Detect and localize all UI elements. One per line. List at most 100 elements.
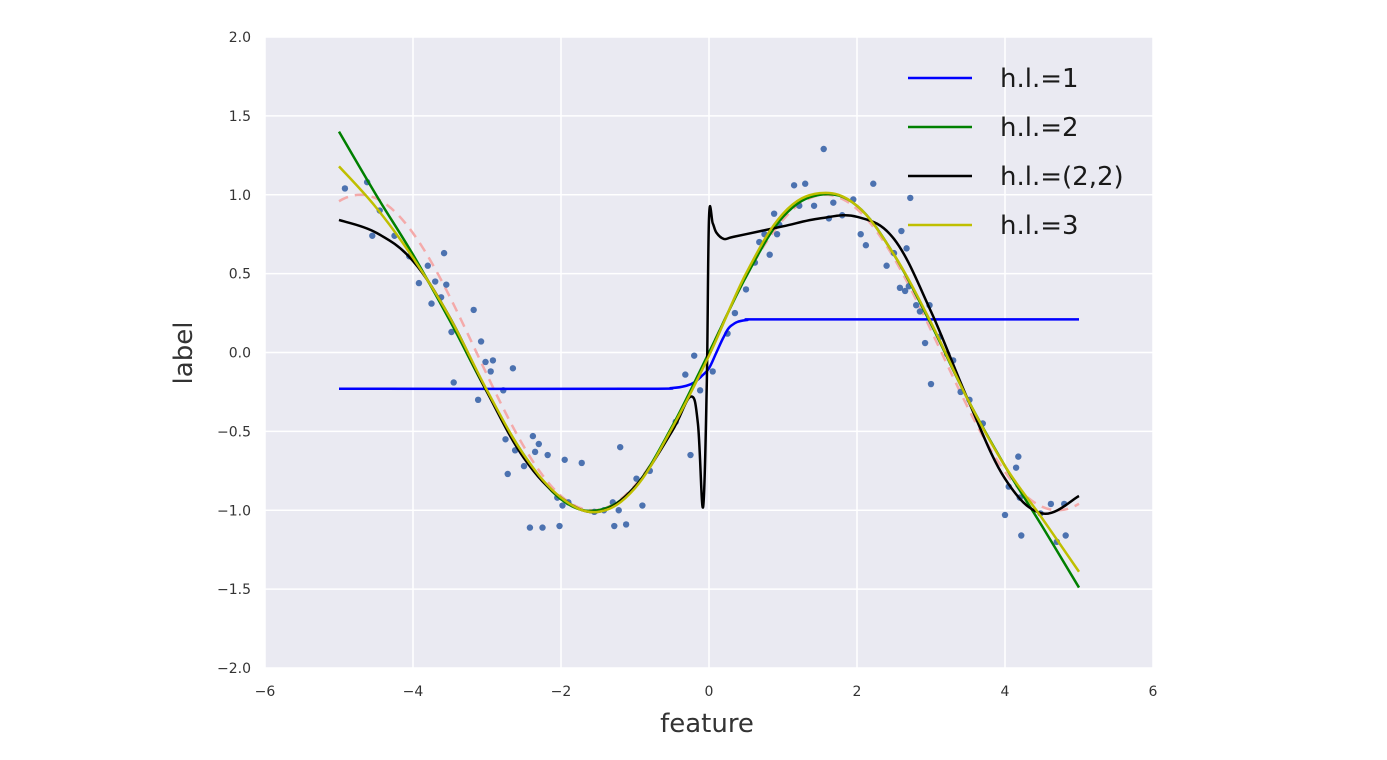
scatter-point [477, 338, 485, 345]
scatter-point [770, 210, 778, 217]
scatter-point [531, 448, 539, 456]
scatter-point [611, 522, 618, 530]
scatter-point [1015, 453, 1022, 460]
x-tick-label: 0 [705, 684, 714, 700]
scatter-point [731, 309, 739, 317]
scatter-point [529, 432, 537, 440]
scatter-point [766, 251, 773, 258]
scatter-point [830, 199, 837, 206]
legend: h.l.=1 h.l.=2 h.l.=(2,2) h.l.=3 [908, 64, 1124, 241]
scatter-point [520, 462, 528, 470]
scatter-point [742, 286, 750, 293]
scatter-point [428, 300, 435, 307]
y-tick-label: 0.0 [229, 346, 251, 362]
scatter-point [544, 451, 551, 459]
scatter-point [709, 368, 716, 375]
scatter-point [820, 145, 827, 153]
scatter-point [633, 475, 640, 482]
legend-label: h.l.=2 [1000, 113, 1079, 143]
scatter-point [489, 357, 497, 364]
scatter-point [504, 470, 511, 478]
scatter-point [810, 202, 818, 209]
scatter-point [1018, 532, 1025, 539]
scatter-point [369, 232, 376, 239]
scatter-point [526, 524, 534, 531]
scatter-point [487, 368, 494, 375]
scatter-point [898, 227, 905, 235]
scatter-point [561, 456, 568, 463]
scatter-point [639, 502, 646, 509]
scatter-point [1012, 464, 1020, 471]
scatter-point [857, 230, 864, 238]
scatter-point [896, 284, 904, 292]
series-line-3 [338, 205, 1080, 515]
y-axis-label: label [169, 322, 199, 385]
scatter-point [870, 180, 877, 187]
scatter-point [903, 245, 910, 252]
x-tick-label: 2 [853, 684, 862, 700]
x-tick-label: −6 [255, 684, 276, 700]
scatter-point [927, 380, 935, 388]
series-line-1 [338, 318, 1080, 391]
scatter-point [921, 339, 929, 347]
legend-label: h.l.=3 [1000, 211, 1079, 241]
scatter-point [415, 279, 423, 287]
y-tick-label: −0.5 [217, 424, 251, 440]
y-tick-label: −1.0 [217, 503, 251, 519]
scatter-point [432, 278, 439, 285]
scatter-point [913, 301, 920, 309]
scatter-point [539, 524, 546, 531]
grid [264, 36, 1154, 669]
scatter-point [1047, 500, 1055, 508]
scatter-point [622, 521, 630, 528]
x-tick-labels: −6 −4 −2 0 2 4 6 [255, 684, 1158, 700]
scatter-point [901, 287, 909, 295]
scatter-point [687, 451, 694, 459]
scatter-point [424, 262, 431, 269]
scatter-point [1062, 532, 1069, 539]
scatter-point [862, 242, 870, 249]
scatter-point [474, 396, 482, 404]
scatter-point [559, 502, 566, 509]
scatter-point [440, 249, 448, 257]
scatter-point [470, 306, 477, 314]
scatter-point [482, 358, 489, 366]
series-line-4 [338, 165, 1081, 573]
scatter-point [556, 522, 563, 530]
y-tick-label: 1.0 [229, 188, 251, 204]
scatter-point [615, 507, 622, 514]
scatter-point [790, 182, 798, 189]
scatter-point [443, 281, 450, 288]
scatter-point [578, 459, 585, 467]
y-tick-label: 1.5 [229, 109, 251, 125]
y-tick-label: −2.0 [217, 661, 251, 677]
y-tick-label: 2.0 [229, 30, 251, 46]
scatter-point [341, 185, 349, 192]
x-tick-label: 6 [1149, 684, 1158, 700]
scatter-point [1001, 511, 1009, 519]
scatter-point [802, 180, 809, 187]
scatter-point [691, 352, 698, 359]
x-tick-label: −4 [403, 684, 424, 700]
series-lines [337, 131, 1081, 589]
legend-label: h.l.=(2,2) [1000, 162, 1124, 192]
scatter-point [916, 308, 924, 315]
scatter-point [450, 379, 457, 386]
x-tick-label: 4 [1001, 684, 1010, 700]
y-tick-label: 0.5 [229, 267, 251, 283]
legend-label: h.l.=1 [1000, 64, 1079, 94]
scatter-point [502, 436, 509, 443]
scatter-point [773, 230, 781, 238]
scatter-point [448, 328, 455, 336]
scatter-point [682, 371, 689, 378]
y-tick-labels: −2.0 −1.5 −1.0 −0.5 0.0 0.5 1.0 1.5 2.0 [217, 30, 251, 677]
y-tick-label: −1.5 [217, 582, 251, 598]
scatter-point [883, 262, 890, 269]
scatter-point [509, 365, 517, 372]
scatter-point [696, 387, 704, 394]
x-tick-label: −2 [551, 684, 572, 700]
x-axis-label: feature [660, 709, 754, 739]
scatter-point [535, 440, 542, 448]
